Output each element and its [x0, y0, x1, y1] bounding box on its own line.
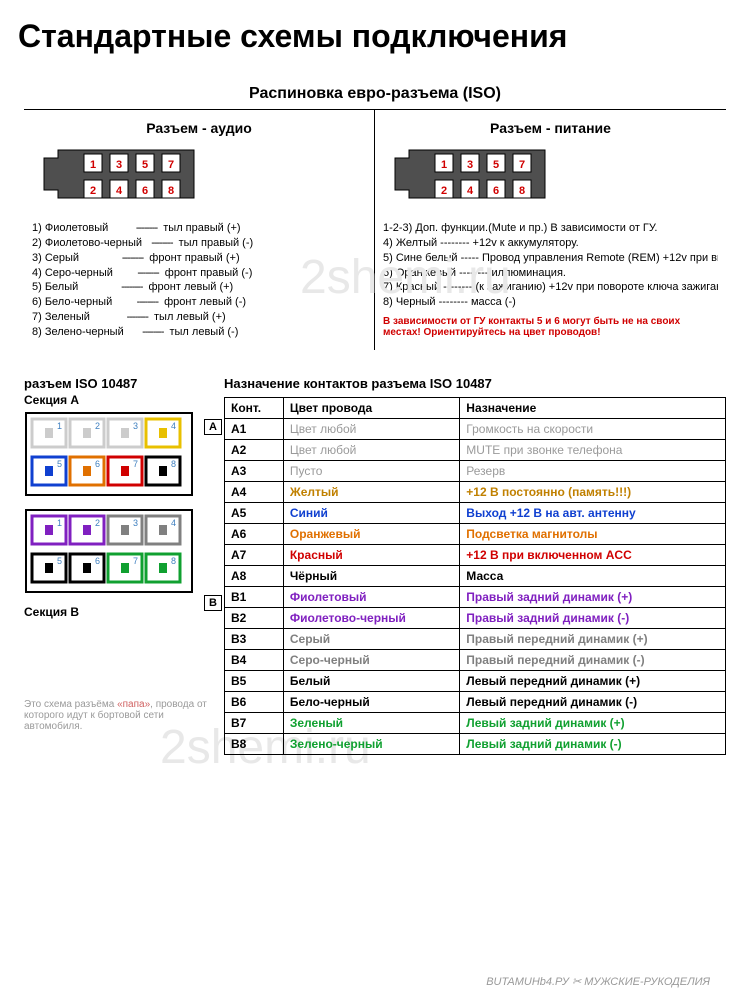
- table-row: B6Бело-черныйЛевый передний динамик (-): [225, 691, 726, 712]
- iso-left-head: разъем ISO 10487: [24, 376, 214, 391]
- power-pin-row: 6) Оранжевый -------- иллюминация.: [383, 266, 718, 281]
- audio-legend: 1) Фиолетовый -------- тыл правый (+)2) …: [32, 221, 366, 340]
- svg-text:6: 6: [493, 185, 499, 197]
- svg-text:8: 8: [171, 459, 176, 469]
- footnote: Это схема разъёма «папа», провода от кот…: [24, 699, 214, 732]
- section-b-diagram: 1 2 3 4 5 6 7 8: [24, 508, 214, 599]
- svg-text:6: 6: [142, 185, 148, 197]
- table-row: B3СерыйПравый передний динамик (+): [225, 628, 726, 649]
- svg-text:8: 8: [171, 556, 176, 566]
- power-title: Разъем - питание: [383, 120, 718, 136]
- svg-text:3: 3: [467, 159, 473, 171]
- power-pin-row: 1-2-3) Доп. функции.(Mute и пр.) В завис…: [383, 221, 718, 236]
- power-pin-row: 4) Желтый -------- +12v к аккумулятору.: [383, 236, 718, 251]
- svg-text:1: 1: [441, 159, 447, 171]
- subtitle: Распиновка евро-разъема (ISO): [0, 85, 750, 103]
- table-row: A1Цвет любойГромкость на скорости: [225, 418, 726, 439]
- audio-pin-row: 5) Белый -------- фронт левый (+): [32, 280, 366, 295]
- table-row: A6ОранжевыйПодсветка магнитолы: [225, 523, 726, 544]
- table-head: Назначение контактов разъема ISO 10487: [224, 376, 726, 391]
- audio-title: Разъем - аудио: [32, 120, 366, 136]
- svg-text:2: 2: [95, 518, 100, 528]
- svg-text:2: 2: [90, 185, 96, 197]
- tag-a: A: [204, 419, 222, 435]
- svg-text:3: 3: [133, 421, 138, 431]
- table-row: B7ЗеленыйЛевый задний динамик (+): [225, 712, 726, 733]
- power-warning: В зависимости от ГУ контакты 5 и 6 могут…: [383, 316, 718, 338]
- svg-text:1: 1: [57, 421, 62, 431]
- svg-text:4: 4: [467, 185, 474, 197]
- watermark-bottom: BUTAMUHb4.РУ ✂ МУЖСКИЕ-РУКОДЕЛИЯ: [486, 975, 710, 988]
- svg-text:5: 5: [142, 159, 148, 171]
- svg-text:1: 1: [57, 518, 62, 528]
- section-b-label: Секция B: [24, 605, 214, 619]
- iso-left: разъем ISO 10487 Секция A 1 2 3 4 5 6 7 8 1 2 3 4 5…: [24, 376, 224, 755]
- table-row: B8Зелено-черныйЛевый задний динамик (-): [225, 733, 726, 754]
- table-row: A3ПустоРезерв: [225, 460, 726, 481]
- svg-text:8: 8: [168, 185, 174, 197]
- page-title: Стандартные схемы подключения: [0, 0, 750, 63]
- power-legend: 1-2-3) Доп. функции.(Mute и пр.) В завис…: [383, 221, 718, 310]
- svg-text:4: 4: [171, 421, 176, 431]
- power-pin-row: 8) Черный -------- масса (-): [383, 295, 718, 310]
- bottom-panel: разъем ISO 10487 Секция A 1 2 3 4 5 6 7 8 1 2 3 4 5…: [0, 350, 750, 755]
- section-a-diagram: 1 2 3 4 5 6 7 8: [24, 411, 214, 502]
- svg-text:3: 3: [133, 518, 138, 528]
- table-row: A5СинийВыход +12 В на авт. антенну: [225, 502, 726, 523]
- audio-column: Разъем - аудио 1 3 5 7 2 4 6 8 1) Фиолетовый --…: [24, 110, 375, 350]
- svg-text:1: 1: [90, 159, 96, 171]
- audio-pin-row: 4) Серо-черный -------- фронт правый (-): [32, 266, 366, 281]
- footnote-pre: Это схема разъёма: [24, 699, 117, 710]
- table-header: Цвет провода: [283, 397, 459, 418]
- top-panel: Разъем - аудио 1 3 5 7 2 4 6 8 1) Фиолетовый --…: [24, 109, 726, 350]
- power-connector: 1 3 5 7 2 4 6 8: [383, 142, 718, 211]
- audio-pin-row: 6) Бело-черный -------- фронт левый (-): [32, 295, 366, 310]
- table-row: A4Желтый+12 В постоянно (память!!!): [225, 481, 726, 502]
- tag-b: B: [204, 595, 222, 611]
- svg-text:7: 7: [133, 459, 138, 469]
- svg-text:5: 5: [57, 459, 62, 469]
- svg-text:4: 4: [116, 185, 123, 197]
- table-row: B4Серо-черныйПравый передний динамик (-): [225, 649, 726, 670]
- svg-text:3: 3: [116, 159, 122, 171]
- pin-table: Конт.Цвет проводаНазначениеA1Цвет любойГ…: [224, 397, 726, 755]
- section-a-label: Секция A: [24, 393, 214, 407]
- svg-text:7: 7: [519, 159, 525, 171]
- table-row: B5БелыйЛевый передний динамик (+): [225, 670, 726, 691]
- table-row: B2Фиолетово-черныйПравый задний динамик …: [225, 607, 726, 628]
- table-row: B1ФиолетовыйПравый задний динамик (+): [225, 586, 726, 607]
- table-row: A2Цвет любойMUTE при звонке телефона: [225, 439, 726, 460]
- svg-text:2: 2: [95, 421, 100, 431]
- table-header: Конт.: [225, 397, 284, 418]
- power-column: Разъем - питание 1 3 5 7 2 4 6 8 1-2-3) Доп. фу…: [375, 110, 726, 350]
- table-header: Назначение: [460, 397, 726, 418]
- svg-text:6: 6: [95, 459, 100, 469]
- audio-pin-row: 1) Фиолетовый -------- тыл правый (+): [32, 221, 366, 236]
- svg-text:6: 6: [95, 556, 100, 566]
- footnote-red: «папа»: [117, 699, 150, 710]
- svg-text:5: 5: [57, 556, 62, 566]
- table-row: A8ЧёрныйМасса: [225, 565, 726, 586]
- iso-right: Назначение контактов разъема ISO 10487 A…: [224, 376, 726, 755]
- power-pin-row: 7) Красный -------- (к зажиганию) +12v п…: [383, 280, 718, 295]
- table-row: A7Красный+12 В при включенном ACC: [225, 544, 726, 565]
- audio-connector: 1 3 5 7 2 4 6 8: [32, 142, 366, 211]
- audio-pin-row: 8) Зелено-черный -------- тыл левый (-): [32, 325, 366, 340]
- svg-text:2: 2: [441, 185, 447, 197]
- audio-pin-row: 7) Зеленый -------- тыл левый (+): [32, 310, 366, 325]
- svg-text:7: 7: [168, 159, 174, 171]
- svg-text:8: 8: [519, 185, 525, 197]
- svg-text:5: 5: [493, 159, 499, 171]
- audio-pin-row: 2) Фиолетово-черный -------- тыл правый …: [32, 236, 366, 251]
- svg-text:7: 7: [133, 556, 138, 566]
- svg-text:4: 4: [171, 518, 176, 528]
- power-pin-row: 5) Сине белый ----- Провод управления Re…: [383, 251, 718, 266]
- audio-pin-row: 3) Серый -------- фронт правый (+): [32, 251, 366, 266]
